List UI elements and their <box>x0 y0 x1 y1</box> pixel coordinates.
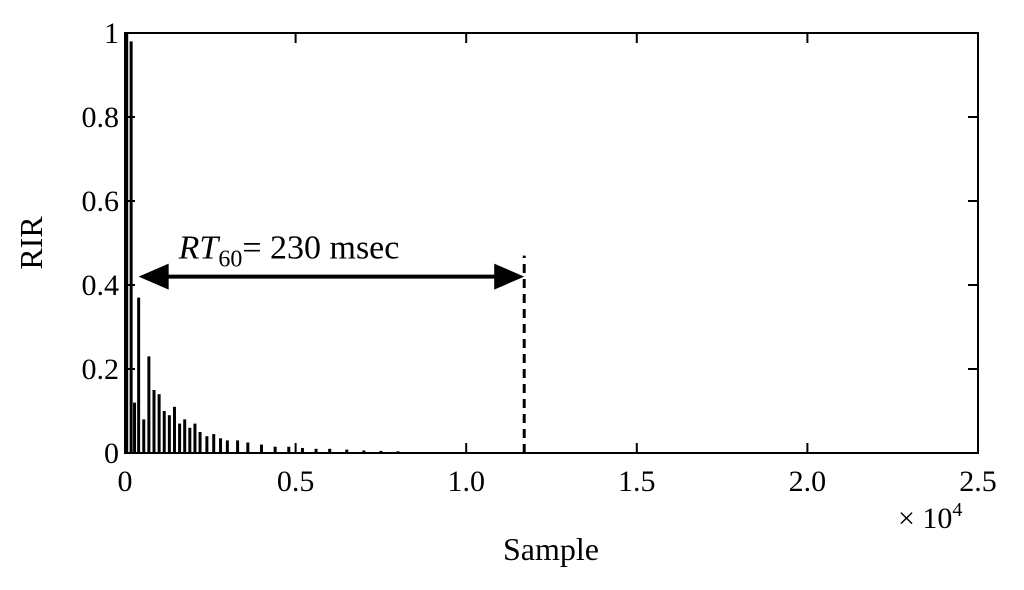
annotation-layer: RT60= 230 msec <box>138 230 526 453</box>
y-tick-label: 0 <box>104 437 119 470</box>
x-tick-label: 2.0 <box>789 465 827 498</box>
y-tick-label: 0.6 <box>82 185 120 218</box>
x-tick-label: 2.5 <box>959 465 997 498</box>
x-multiplier: × 104 <box>898 499 962 535</box>
x-tick-label: 0 <box>118 465 133 498</box>
x-tick-label: 1.0 <box>447 465 485 498</box>
rt60-label: RT60= 230 msec <box>178 230 400 273</box>
x-multiplier-exp: 4 <box>952 499 962 521</box>
x-tick-label: 1.5 <box>618 465 656 498</box>
rt60-symbol: RT <box>178 230 221 267</box>
rt60-subscript: 60 <box>218 247 242 273</box>
rir-series <box>125 33 400 453</box>
plot-frame <box>124 32 979 454</box>
x-tick-label: 0.5 <box>277 465 315 498</box>
y-tick-label: 1 <box>104 17 119 50</box>
x-axis-ticks: 0 0.5 1.0 1.5 2.0 2.5 <box>118 33 997 498</box>
y-tick-label: 0.2 <box>82 353 120 386</box>
x-multiplier-base: × 10 <box>898 502 952 535</box>
x-axis-label: Sample <box>503 531 599 567</box>
rt60-arrow-head-left <box>138 263 169 290</box>
rt60-value: = 230 msec <box>242 230 399 267</box>
y-axis-ticks: 0 0.2 0.4 0.6 0.8 1 <box>82 17 978 470</box>
y-tick-label: 0.4 <box>82 269 120 302</box>
y-axis-label: RIR <box>13 216 49 270</box>
y-tick-label: 0.8 <box>82 101 120 134</box>
rt60-arrow-head-right <box>494 263 525 290</box>
